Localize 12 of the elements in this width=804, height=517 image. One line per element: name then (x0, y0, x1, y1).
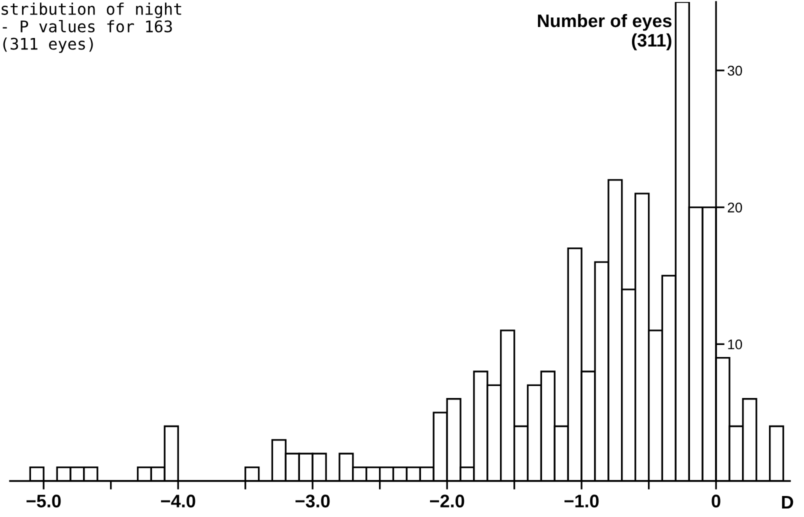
y-axis-title: Number of eyes (311) (538, 14, 672, 50)
x-tick-label: −3.0 (296, 494, 330, 508)
x-axis-title: D (782, 496, 794, 508)
x-tick-label: −2.0 (430, 494, 464, 508)
y-tick-label: 10 (728, 339, 742, 350)
x-tick-label: −1.0 (564, 494, 599, 508)
text: stribution of night - P values for 163 (311 eyes) (2, 2, 182, 53)
x-tick-label: 0 (712, 494, 720, 508)
y-tick-label: 20 (728, 202, 742, 212)
x-tick-label: −5.0 (26, 494, 61, 508)
y-tick-label: 30 (728, 66, 742, 76)
x-tick-label: −4.0 (161, 494, 196, 508)
